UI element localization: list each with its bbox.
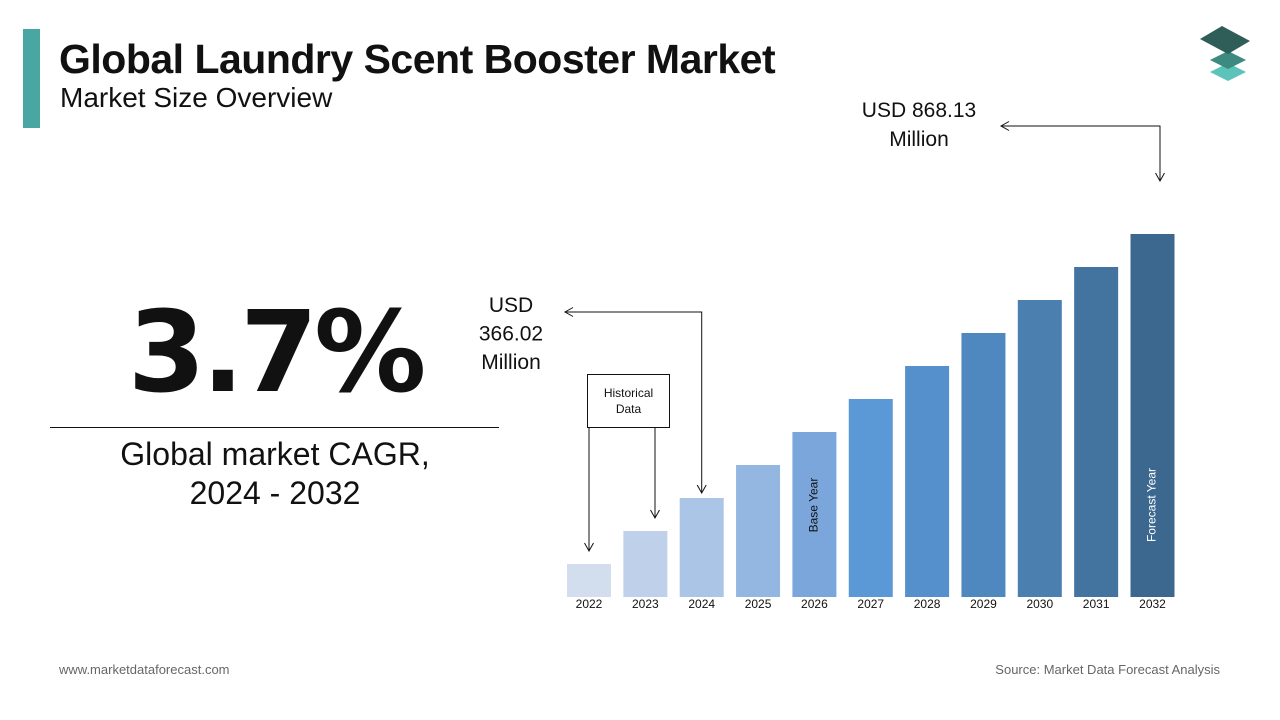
callout-2024-line-2: 366.02 — [479, 323, 543, 346]
bar-2030 — [1017, 300, 1062, 597]
bar-2024 — [679, 498, 724, 597]
title-accent-bar — [23, 29, 40, 128]
historical-data-box — [587, 374, 670, 428]
cagr-label: Global market CAGR, 2024 - 2032 — [50, 435, 500, 513]
x-tick-2031: 2031 — [1083, 597, 1110, 611]
bar-2025 — [736, 465, 781, 597]
historical-arrow-2022-head-icon — [584, 542, 594, 553]
callout-2024-arrow-left-icon — [563, 307, 574, 317]
bar-2031 — [1074, 267, 1119, 597]
x-tick-2024: 2024 — [688, 597, 715, 611]
x-tick-2027: 2027 — [857, 597, 884, 611]
bar-2026 — [792, 432, 837, 597]
x-tick-2025: 2025 — [745, 597, 772, 611]
x-tick-2028: 2028 — [914, 597, 941, 611]
historical-data-box-line-1: Historical — [604, 386, 653, 400]
x-tick-2030: 2030 — [1026, 597, 1053, 611]
bar-2029 — [961, 333, 1006, 597]
bar-2022 — [567, 564, 611, 597]
historical-data-box-line-2: Data — [616, 402, 642, 416]
x-tick-2022: 2022 — [576, 597, 603, 611]
x-tick-2023: 2023 — [632, 597, 659, 611]
callout-2032-connector — [1001, 125, 1161, 180]
bar-2023 — [623, 531, 668, 597]
stacked-layers-logo-icon — [1200, 26, 1250, 81]
bar-2027 — [848, 399, 893, 597]
callout-2032-line-2: Million — [889, 128, 949, 151]
callout-2024-arrow-down-icon — [696, 484, 707, 495]
callout-2032-line-1: USD 868.13 — [862, 99, 976, 122]
footer-source: Source: Market Data Forecast Analysis — [995, 662, 1220, 677]
cagr-label-line1: Global market CAGR, — [120, 436, 430, 472]
footer-website[interactable]: www.marketdataforecast.com — [59, 662, 230, 677]
callout-2032-arrow-left-icon — [999, 121, 1010, 131]
cagr-divider — [50, 427, 499, 428]
callout-2024-connector — [565, 311, 703, 493]
bar-2028 — [905, 366, 950, 597]
cagr-value: 3.7% — [127, 288, 427, 418]
page-subtitle: Market Size Overview — [60, 82, 333, 113]
cagr-label-period: 2024 - 2032 — [189, 475, 361, 511]
page-title: Global Laundry Scent Booster Market — [59, 36, 776, 82]
x-tick-2026: 2026 — [801, 597, 828, 611]
bar-label-forecast-year: Forecast Year — [1145, 468, 1159, 542]
x-tick-2029: 2029 — [970, 597, 997, 611]
callout-2024-line-1: USD — [489, 294, 533, 317]
x-tick-2032: 2032 — [1139, 597, 1166, 611]
historical-arrow-2023-head-icon — [650, 509, 660, 520]
bar-2032 — [1130, 234, 1175, 597]
callout-2032-arrow-down-icon — [1155, 172, 1165, 183]
callout-2024-line-3: Million — [481, 351, 541, 374]
bar-label-base-year: Base Year — [807, 478, 821, 533]
